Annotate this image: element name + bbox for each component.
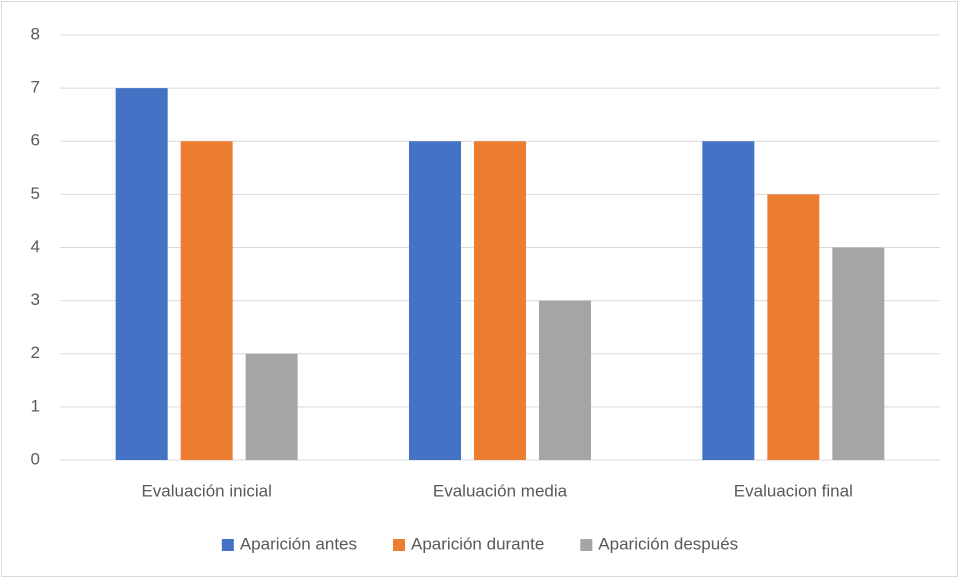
x-tick-label: Evaluacion final — [734, 481, 853, 500]
bar — [474, 141, 526, 460]
y-tick-label: 0 — [31, 449, 40, 468]
y-tick-label: 8 — [31, 24, 40, 43]
y-tick-label: 6 — [31, 131, 40, 150]
legend-marker — [221, 539, 234, 551]
bar — [115, 88, 168, 460]
bar — [539, 300, 591, 460]
y-tick-label: 2 — [31, 343, 40, 362]
legend-label: Aparición durante — [411, 534, 544, 553]
x-tick-label: Evaluación inicial — [141, 481, 271, 500]
y-tick-label: 4 — [31, 237, 40, 256]
y-tick-label: 1 — [31, 396, 40, 415]
bar — [702, 141, 755, 460]
bar — [245, 353, 298, 460]
legend-marker — [580, 539, 593, 551]
bar — [409, 141, 461, 460]
legend-label: Aparición después — [598, 534, 738, 553]
bar — [767, 194, 820, 460]
legend-label: Aparición antes — [240, 534, 357, 553]
y-tick-label: 3 — [31, 290, 40, 309]
y-tick-label: 5 — [31, 184, 40, 203]
legend-marker — [393, 539, 406, 551]
bar — [180, 141, 233, 460]
bar — [832, 247, 885, 460]
x-tick-label: Evaluación media — [433, 481, 568, 500]
y-tick-label: 7 — [31, 78, 40, 97]
